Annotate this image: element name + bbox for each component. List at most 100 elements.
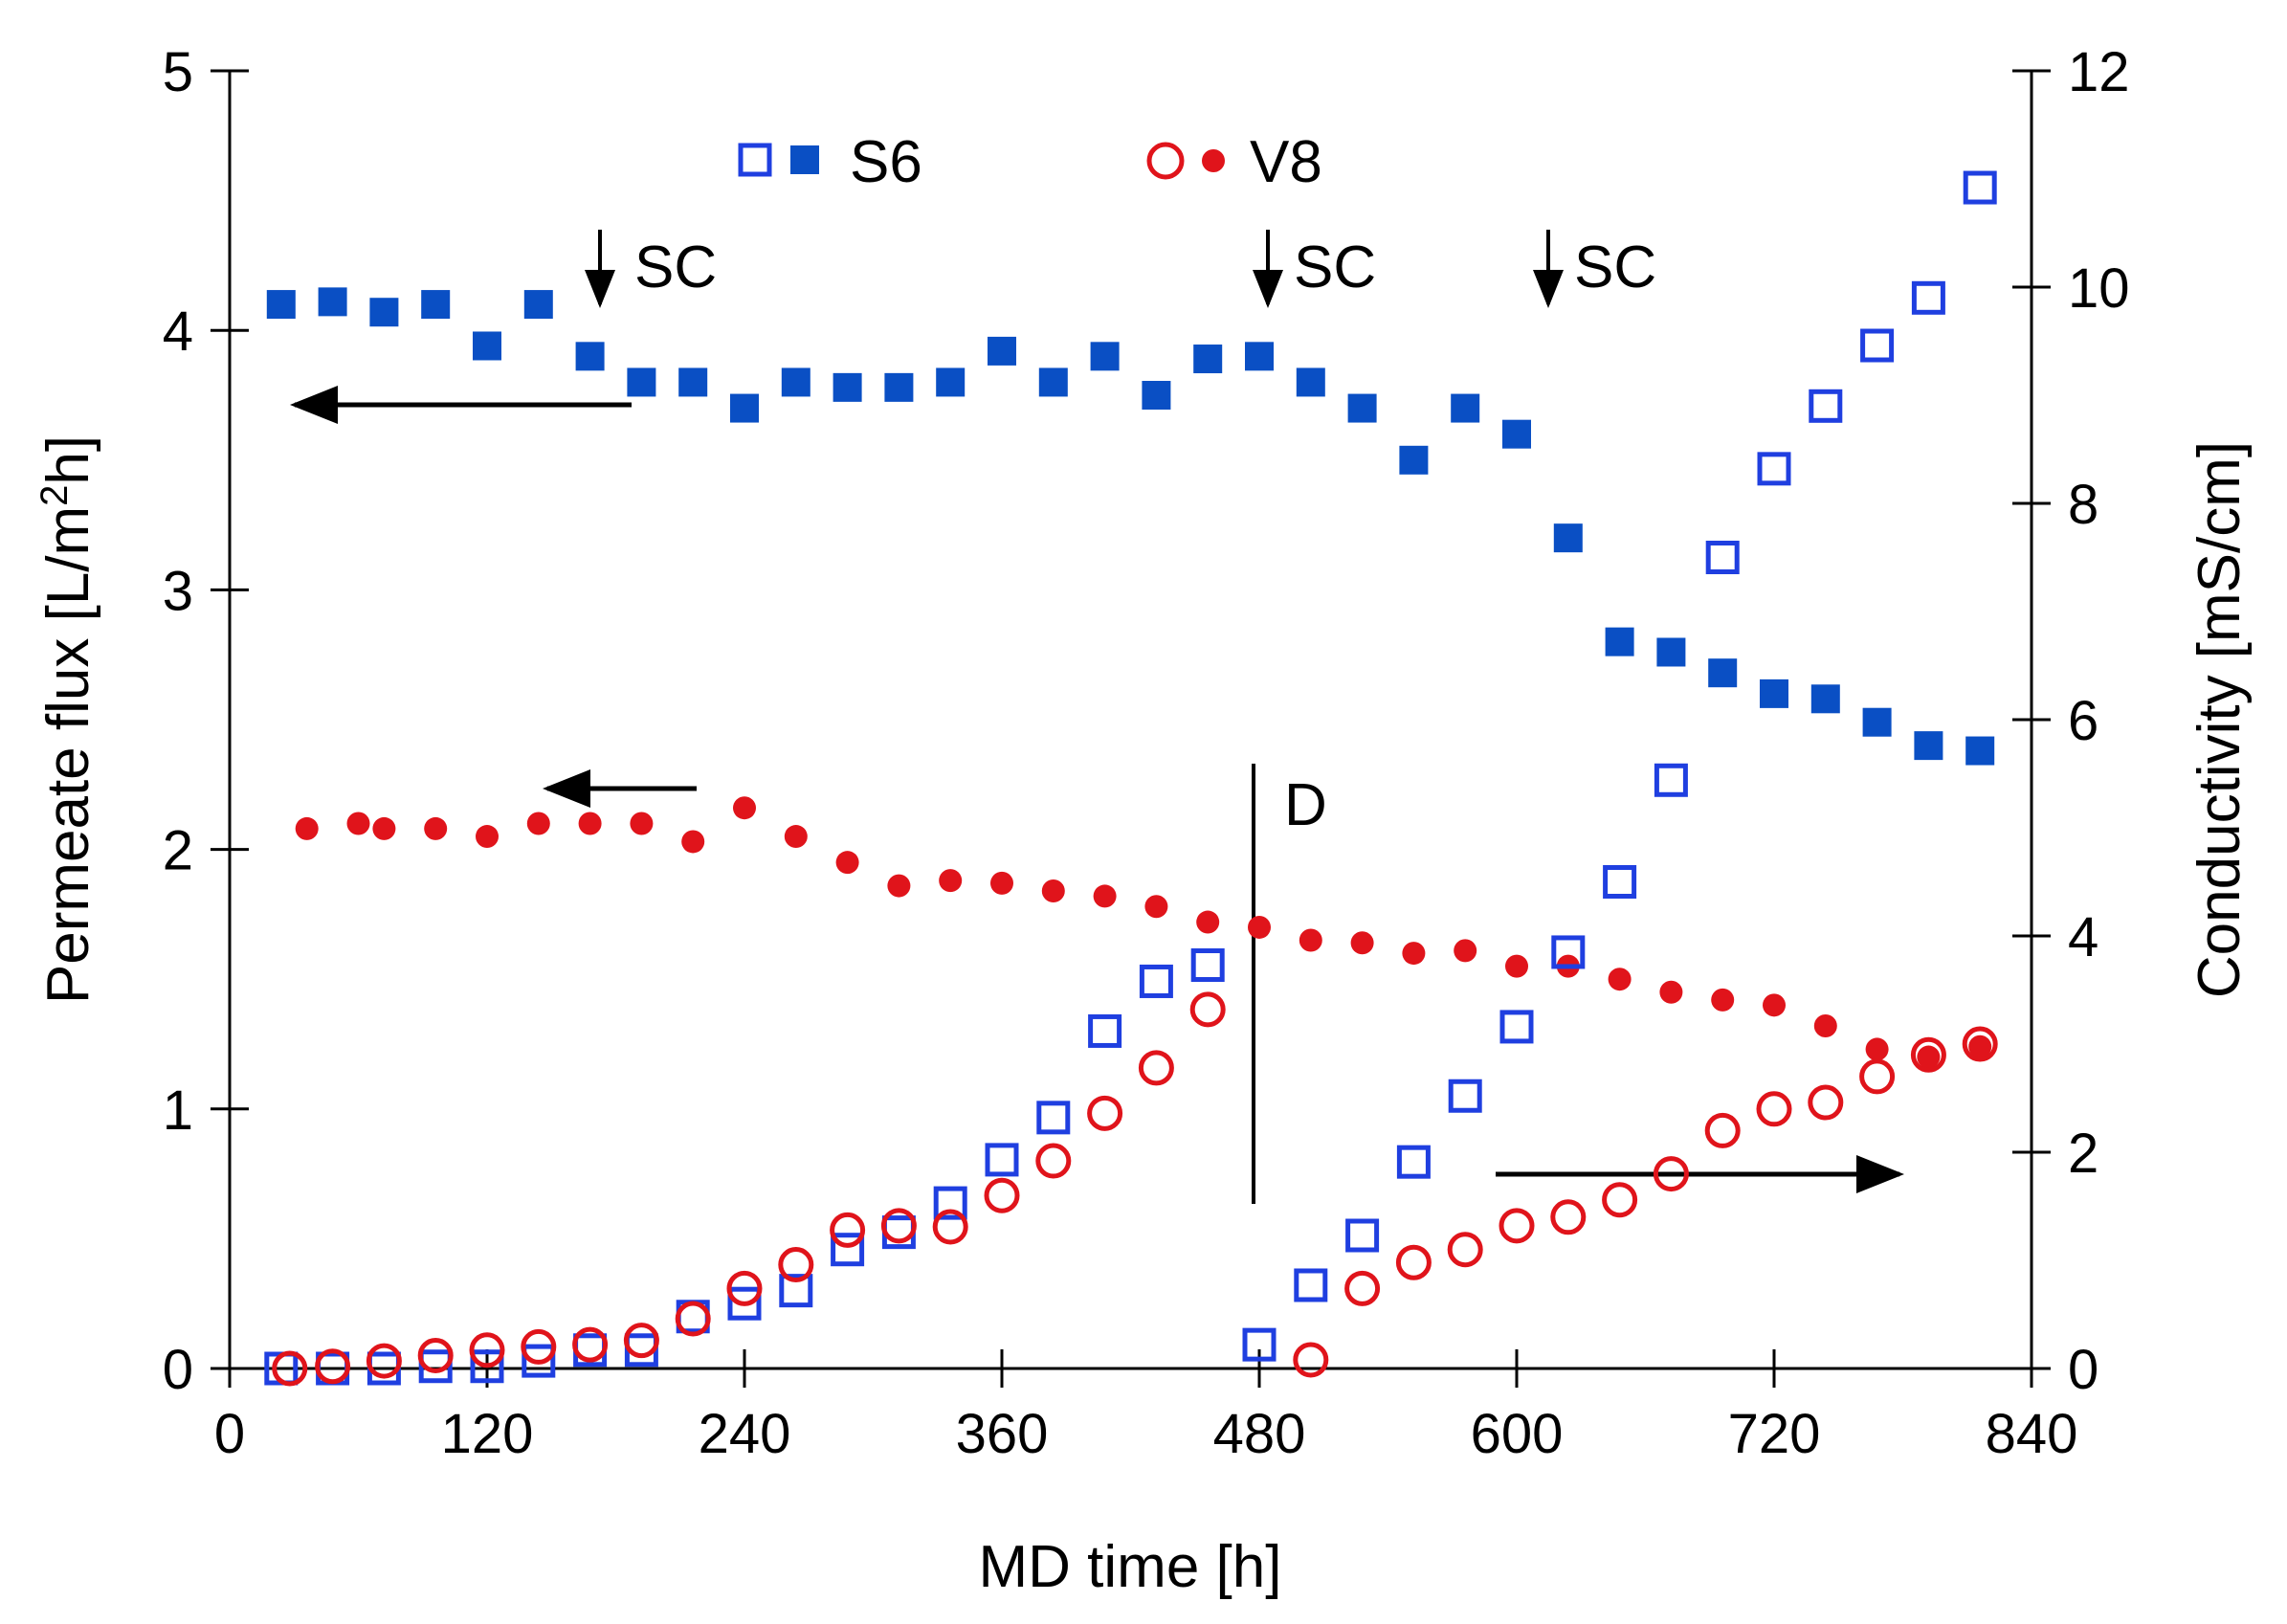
point-s6-conductivity-17 xyxy=(1139,964,1173,998)
x-tick-label-3: 360 xyxy=(956,1403,1049,1465)
point-v8-conductivity-29 xyxy=(1808,1084,1844,1121)
y-right-tick-label-1: 2 xyxy=(2068,1123,2098,1185)
point-v8-conductivity-14 xyxy=(984,1177,1020,1213)
point-s6-flux-33 xyxy=(1965,736,1995,766)
point-v8-conductivity-10 xyxy=(778,1247,814,1283)
point-v8-flux-0 xyxy=(295,816,319,840)
right-axis-title: Conductivity [mS/cm] xyxy=(2187,441,2253,998)
series-s6-flux xyxy=(266,287,1995,766)
point-v8-conductivity-8 xyxy=(675,1301,711,1337)
point-s6-flux-1 xyxy=(318,287,347,317)
y-right-tick-label-6: 12 xyxy=(2068,41,2130,103)
axis-ticks xyxy=(211,69,2051,1388)
point-v8-flux-27 xyxy=(1659,980,1683,1004)
point-v8-flux-22 xyxy=(1402,942,1426,966)
point-v8-flux-17 xyxy=(1144,895,1168,919)
point-s6-flux-14 xyxy=(988,336,1016,366)
series-v8-flux xyxy=(295,796,1992,1069)
point-s6-conductivity-21 xyxy=(1345,1218,1380,1253)
sc-annotation-2: SC xyxy=(1253,230,1376,308)
point-v8-flux-26 xyxy=(1608,968,1632,991)
point-v8-flux-19 xyxy=(1248,915,1271,939)
point-s6-flux-7 xyxy=(627,367,656,397)
legend-s6-open-marker xyxy=(738,143,772,177)
point-s6-conductivity-26 xyxy=(1603,865,1637,899)
y-right-tick-label-2: 4 xyxy=(2068,906,2098,968)
y-left-tick-label-0: 0 xyxy=(163,1339,193,1401)
point-v8-flux-11 xyxy=(835,851,859,875)
point-s6-conductivity-28 xyxy=(1705,541,1740,574)
point-v8-flux-29 xyxy=(1763,993,1786,1017)
point-s6-flux-32 xyxy=(1914,731,1943,761)
point-v8-conductivity-19 xyxy=(1293,1342,1329,1378)
point-v8-conductivity-21 xyxy=(1395,1244,1432,1280)
point-s6-flux-6 xyxy=(575,342,605,371)
point-v8-flux-6 xyxy=(578,812,602,835)
point-v8-conductivity-2 xyxy=(366,1343,402,1379)
y-right-tick-label-0: 0 xyxy=(2068,1339,2098,1401)
point-s6-flux-17 xyxy=(1142,381,1171,410)
point-s6-conductivity-10 xyxy=(779,1274,813,1308)
point-v8-flux-32 xyxy=(1917,1045,1941,1069)
point-s6-conductivity-5 xyxy=(522,1344,556,1378)
point-s6-flux-20 xyxy=(1296,367,1325,397)
point-s6-conductivity-11 xyxy=(831,1233,865,1267)
legend-s6-label: S6 xyxy=(850,129,922,195)
point-s6-conductivity-13 xyxy=(933,1186,967,1220)
point-v8-flux-12 xyxy=(887,874,911,898)
point-v8-conductivity-31 xyxy=(1910,1036,1946,1073)
point-v8-conductivity-27 xyxy=(1704,1112,1741,1148)
point-v8-conductivity-7 xyxy=(623,1323,659,1359)
point-v8-flux-20 xyxy=(1299,928,1322,952)
d-label: D xyxy=(1284,772,1327,838)
legend-s6-filled-marker xyxy=(790,145,819,174)
point-s6-conductivity-22 xyxy=(1396,1145,1431,1179)
y-left-tick-label-2: 2 xyxy=(163,820,193,882)
point-v8-flux-9 xyxy=(733,796,756,820)
legend: S6 V8 xyxy=(738,129,1322,195)
point-v8-conductivity-0 xyxy=(272,1350,308,1387)
point-s6-flux-29 xyxy=(1760,679,1788,708)
point-v8-flux-5 xyxy=(526,812,550,835)
x-tick-label-6: 720 xyxy=(1728,1403,1821,1465)
point-v8-conductivity-18 xyxy=(1189,991,1226,1028)
point-v8-flux-33 xyxy=(1968,1034,1992,1058)
series-s6-conductivity xyxy=(264,170,1997,1386)
point-s6-flux-11 xyxy=(833,372,862,402)
point-v8-conductivity-12 xyxy=(880,1208,917,1244)
point-s6-flux-8 xyxy=(678,367,708,397)
point-v8-conductivity-25 xyxy=(1602,1182,1638,1218)
left-axis-title-end: h] xyxy=(35,435,101,485)
point-v8-conductivity-24 xyxy=(1550,1199,1587,1235)
point-v8-conductivity-22 xyxy=(1447,1232,1483,1268)
point-s6-flux-2 xyxy=(369,298,399,327)
point-v8-flux-24 xyxy=(1505,954,1528,978)
x-axis-title: MD time [h] xyxy=(979,1534,1282,1600)
y-right-tick-label-3: 6 xyxy=(2068,690,2098,752)
point-v8-conductivity-17 xyxy=(1138,1050,1174,1086)
point-s6-flux-22 xyxy=(1399,445,1429,475)
point-s6-conductivity-33 xyxy=(1963,170,1997,205)
sc-label-2: SC xyxy=(1294,234,1376,300)
point-s6-flux-13 xyxy=(936,367,966,397)
legend-v8-open-marker xyxy=(1146,142,1185,180)
x-tick-label-5: 600 xyxy=(1471,1403,1564,1465)
y-left-tick-label-1: 1 xyxy=(163,1079,193,1142)
point-s6-conductivity-24 xyxy=(1499,1010,1534,1044)
point-v8-conductivity-9 xyxy=(726,1270,763,1306)
point-s6-conductivity-25 xyxy=(1551,935,1586,969)
y-left-tick-label-3: 3 xyxy=(163,560,193,622)
point-s6-conductivity-20 xyxy=(1294,1268,1328,1302)
point-s6-flux-19 xyxy=(1245,342,1274,371)
point-v8-flux-23 xyxy=(1454,939,1477,963)
sc-label-3: SC xyxy=(1574,234,1656,300)
sc-label-1: SC xyxy=(634,234,717,300)
point-v8-conductivity-4 xyxy=(469,1332,505,1368)
x-tick-label-0: 0 xyxy=(214,1403,245,1465)
point-s6-conductivity-14 xyxy=(985,1143,1019,1177)
point-v8-conductivity-11 xyxy=(830,1212,866,1248)
point-s6-flux-15 xyxy=(1038,367,1068,397)
point-v8-flux-7 xyxy=(630,812,654,835)
point-s6-conductivity-16 xyxy=(1088,1013,1122,1048)
